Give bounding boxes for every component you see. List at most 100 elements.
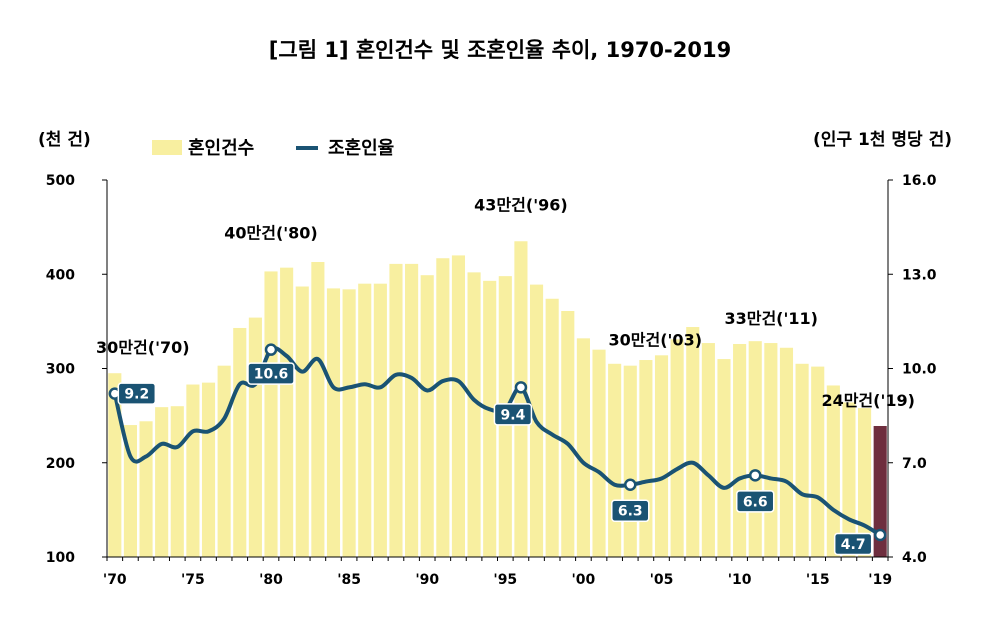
bar-1975 [186, 384, 200, 557]
bar-2006 [670, 339, 684, 557]
left-tick-label: 300 [46, 362, 75, 378]
rate-label-box-1970 [117, 382, 157, 405]
left-axis-unit: (천 건) [38, 130, 91, 150]
bar-1983 [311, 261, 325, 557]
rate-label-1970: 9.2 [124, 387, 149, 403]
bar-1984 [326, 288, 341, 557]
legend: 혼인건수 조혼인율 [152, 137, 394, 159]
bar-1996 [514, 241, 528, 557]
bar-1982 [295, 286, 309, 557]
x-tick-label: '90 [415, 572, 439, 588]
right-tick-label: 13.0 [902, 267, 937, 283]
bar-1991 [436, 258, 450, 557]
bar-1990 [420, 275, 434, 557]
bar-1999 [561, 311, 575, 557]
rate-label-1980: 10.6 [254, 367, 289, 383]
legend-bar-label: 혼인건수 [188, 137, 254, 159]
x-tick-label: '10 [728, 572, 752, 588]
rate-marker-2019 [873, 528, 887, 542]
x-tick-label: '15 [806, 572, 830, 588]
left-tick-label: 400 [46, 267, 75, 283]
bar-2018 [858, 408, 872, 557]
bar-1976 [201, 382, 216, 557]
bar-1979 [248, 317, 262, 557]
bar-2003 [623, 365, 637, 557]
bar-2002 [608, 363, 622, 557]
right-tick-label: 4.0 [902, 550, 927, 566]
rate-marker-2011 [748, 469, 762, 482]
bar-2019 [873, 425, 887, 557]
annotations: 30만건('70) 40만건('80) 43만건('96) 30만건('03) 33만건… [96, 195, 915, 410]
right-tick-label: 16.0 [902, 173, 937, 189]
x-tick-label: '80 [259, 572, 283, 588]
bar-2001 [592, 349, 606, 557]
rate-marker-1996 [514, 381, 528, 394]
bar-2012 [764, 343, 778, 557]
bar-1994 [483, 280, 497, 557]
x-tick-label: '19 [868, 572, 892, 588]
bar-2013 [779, 347, 794, 557]
bar-2005 [654, 355, 669, 557]
annotation-2011: 33만건('11) [724, 309, 818, 328]
annotation-1996: 43만건('96) [474, 195, 568, 214]
x-tick-label: '70 [103, 572, 127, 588]
line-series: 9.2 10.6 9.4 6.3 6.6 4.7 [108, 343, 887, 556]
bar-2016 [826, 385, 840, 557]
x-tick-label: '75 [181, 572, 205, 588]
annotation-2003: 30만건('03) [609, 331, 703, 350]
legend-bar-swatch [152, 140, 182, 155]
bar-1992 [451, 255, 466, 557]
bar-1998 [545, 298, 559, 557]
x-tick-label: '95 [493, 572, 517, 588]
bar-1972 [139, 421, 153, 557]
chart-title: [그림 1] 혼인건수 및 조혼인율 추이, 1970-2019 [268, 38, 732, 62]
rate-marker-1980 [264, 343, 278, 356]
right-tick-label: 10.0 [902, 362, 937, 378]
rate-label-2003: 6.3 [618, 504, 643, 520]
bar-1980 [264, 271, 278, 557]
bar-2004 [639, 360, 653, 557]
bar-1986 [358, 283, 372, 557]
bar-2015 [811, 366, 825, 557]
left-tick-label: 100 [46, 550, 75, 566]
bar-1985 [342, 289, 356, 557]
axes: 100 200 300 400 500 4.0 7.0 10.0 13.0 16.0 '70 '75 '… [46, 173, 937, 588]
bar-1987 [373, 283, 387, 557]
x-tick-label: '00 [572, 572, 596, 588]
bar-2009 [717, 359, 731, 557]
x-tick-label: '85 [337, 572, 361, 588]
rate-label-1996: 9.4 [501, 407, 526, 423]
bar-1970 [108, 373, 122, 557]
legend-line-label: 조혼인율 [328, 137, 394, 159]
rate-label-box-2019 [833, 532, 873, 556]
bar-1978 [233, 327, 247, 557]
bar-1973 [155, 407, 169, 557]
x-tick-label: '05 [650, 572, 674, 588]
bar-1993 [467, 272, 481, 557]
bar-2010 [733, 343, 747, 557]
bar-2011 [748, 341, 762, 557]
rate-label-2011: 6.6 [743, 494, 768, 510]
bar-2014 [795, 363, 809, 557]
annotation-2019: 24만건('19) [821, 391, 915, 410]
annotation-1970: 30만건('70) [96, 338, 190, 357]
bar-1988 [389, 263, 403, 557]
bar-1977 [217, 365, 231, 557]
left-tick-label: 500 [46, 173, 75, 189]
rate-label-box-2011 [735, 490, 775, 513]
rate-label-box-1996 [493, 403, 533, 426]
rate-label-box-1980 [247, 362, 295, 385]
left-tick-label: 200 [46, 456, 75, 472]
rate-marker-2003 [624, 478, 637, 491]
bar-1981 [280, 267, 294, 557]
bar-2007 [686, 327, 700, 557]
bar-2008 [701, 343, 715, 557]
right-tick-label: 7.0 [902, 456, 927, 472]
bar-1974 [170, 406, 184, 557]
bar-1989 [405, 263, 419, 557]
bar-2000 [576, 338, 590, 557]
annotation-1980: 40만건('80) [224, 223, 318, 242]
right-axis-unit: (인구 1천 명당 건) [813, 130, 952, 150]
rate-label-box-2003 [611, 499, 650, 522]
